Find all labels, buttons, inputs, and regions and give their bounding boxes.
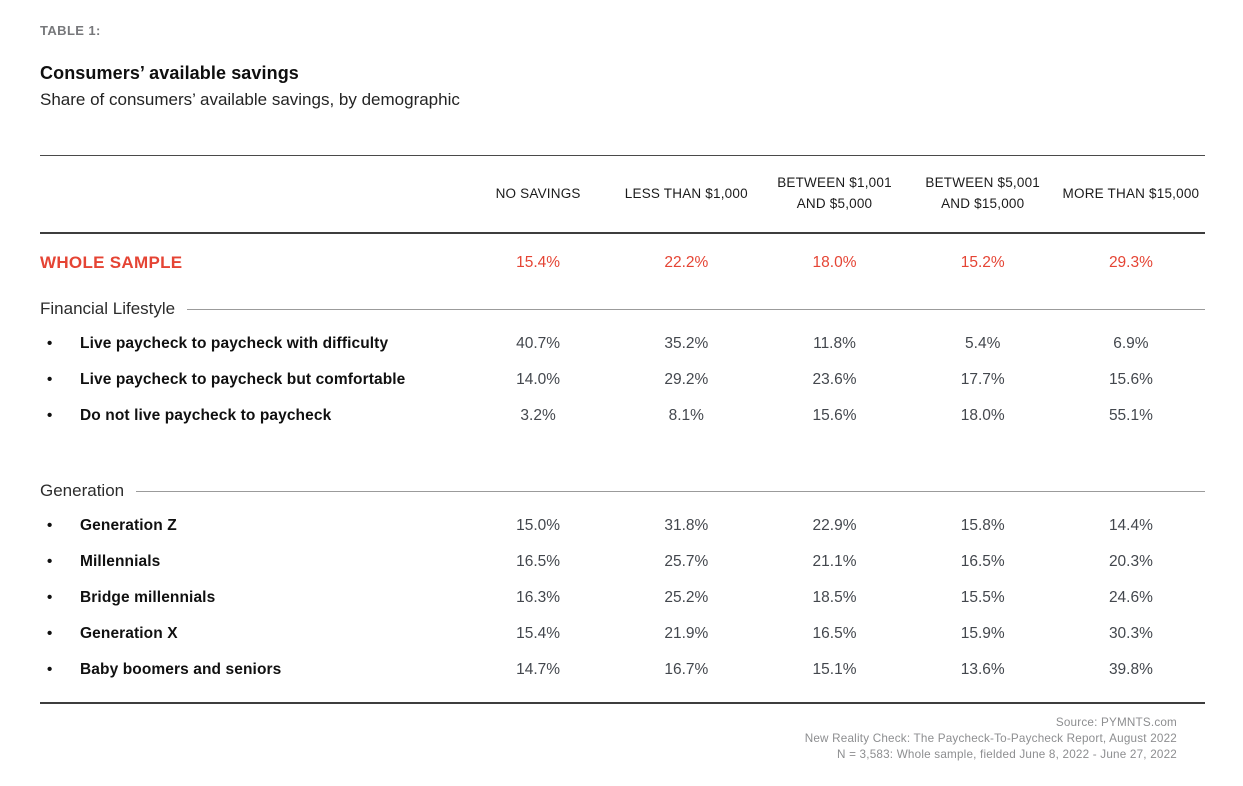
row-value: 55.1% xyxy=(1108,407,1153,424)
column-header-more-than-15000: MORE THAN $15,000 xyxy=(1057,184,1205,205)
report-table-page: TABLE 1: Consumers’ available savings Sh… xyxy=(0,0,1243,763)
column-header-no-savings: NO SAVINGS xyxy=(464,184,612,205)
whole-sample-label: WHOLE SAMPLE xyxy=(40,253,183,272)
column-header-between-5001-15000: BETWEEN $5,001 AND $15,000 xyxy=(909,173,1057,215)
whole-sample-value: 15.4% xyxy=(516,254,561,271)
section-heading-label: Financial Lifestyle xyxy=(40,299,176,318)
row-value: 16.5% xyxy=(516,553,561,570)
row-value: 8.1% xyxy=(668,407,704,424)
row-label: Live paycheck to paycheck but comfortabl… xyxy=(40,371,464,389)
column-header-between-1001-5000: BETWEEN $1,001 AND $5,000 xyxy=(760,173,908,215)
row-value: 6.9% xyxy=(1113,335,1149,352)
row-value: 29.2% xyxy=(664,371,709,388)
row-value: 21.9% xyxy=(664,625,709,642)
row-value: 15.1% xyxy=(812,661,857,678)
table-row: Generation Z 15.0% 31.8% 22.9% 15.8% 14.… xyxy=(40,508,1205,544)
table-number-kicker: TABLE 1: xyxy=(40,23,101,38)
row-value: 16.3% xyxy=(516,589,561,606)
table-header-row: NO SAVINGS LESS THAN $1,000 BETWEEN $1,0… xyxy=(40,156,1205,234)
table-row: Live paycheck to paycheck but comfortabl… xyxy=(40,362,1205,398)
row-value: 24.6% xyxy=(1108,589,1153,606)
whole-sample-value: 15.2% xyxy=(960,254,1005,271)
row-value: 14.7% xyxy=(516,661,561,678)
column-header-label: BETWEEN $1,001 AND $5,000 xyxy=(777,175,892,211)
row-value: 11.8% xyxy=(813,335,856,352)
row-value: 20.3% xyxy=(1108,553,1153,570)
row-value: 15.8% xyxy=(960,517,1005,534)
row-value: 21.1% xyxy=(812,553,857,570)
section-heading-divider xyxy=(187,308,1205,310)
row-value: 40.7% xyxy=(516,335,561,352)
table-row: Live paycheck to paycheck with difficult… xyxy=(40,326,1205,362)
row-value: 22.9% xyxy=(812,517,857,534)
row-value: 16.7% xyxy=(664,661,709,678)
whole-sample-value: 22.2% xyxy=(664,254,709,271)
row-value: 5.4% xyxy=(965,335,1001,352)
row-value: 16.5% xyxy=(960,553,1005,570)
column-header-label: MORE THAN $15,000 xyxy=(1062,185,1200,201)
row-label: Do not live paycheck to paycheck xyxy=(40,407,464,425)
table-row: Do not live paycheck to paycheck 3.2% 8.… xyxy=(40,398,1205,434)
section-heading-generation: Generation xyxy=(40,474,1205,508)
source-line: New Reality Check: The Paycheck-To-Paych… xyxy=(804,732,1177,745)
row-value: 39.8% xyxy=(1108,661,1153,678)
row-value: 13.6% xyxy=(960,661,1005,678)
row-value: 35.2% xyxy=(664,335,709,352)
row-label: Generation Z xyxy=(40,517,464,535)
whole-sample-row: WHOLE SAMPLE 15.4% 22.2% 18.0% 15.2% 29.… xyxy=(40,234,1205,292)
row-label: Live paycheck to paycheck with difficult… xyxy=(40,335,464,353)
column-header-label: NO SAVINGS xyxy=(495,185,581,201)
row-value: 16.5% xyxy=(812,625,857,642)
section-heading-financial-lifestyle: Financial Lifestyle xyxy=(40,292,1205,326)
row-value: 15.5% xyxy=(960,589,1005,606)
row-value: 15.4% xyxy=(516,625,561,642)
row-label: Bridge millennials xyxy=(40,589,464,607)
row-value: 25.7% xyxy=(664,553,709,570)
savings-table: NO SAVINGS LESS THAN $1,000 BETWEEN $1,0… xyxy=(40,155,1205,704)
row-value: 14.4% xyxy=(1108,517,1153,534)
row-value: 15.6% xyxy=(1108,371,1153,388)
source-line: Source: PYMNTS.com xyxy=(1055,716,1177,729)
row-value: 3.2% xyxy=(520,407,556,424)
row-value: 25.2% xyxy=(664,589,709,606)
section-heading-divider xyxy=(136,490,1205,492)
row-value: 17.7% xyxy=(960,371,1005,388)
row-value: 14.0% xyxy=(516,371,561,388)
column-header-less-than-1000: LESS THAN $1,000 xyxy=(612,184,760,205)
row-label: Millennials xyxy=(40,553,464,571)
row-value: 15.9% xyxy=(960,625,1005,642)
column-header-label: BETWEEN $5,001 AND $15,000 xyxy=(925,175,1040,211)
table-row: Bridge millennials 16.3% 25.2% 18.5% 15.… xyxy=(40,580,1205,616)
row-value: 30.3% xyxy=(1108,625,1153,642)
row-value: 31.8% xyxy=(664,517,709,534)
table-row: Baby boomers and seniors 14.7% 16.7% 15.… xyxy=(40,652,1205,688)
row-label: Generation X xyxy=(40,625,464,643)
section-heading-label: Generation xyxy=(40,481,125,500)
whole-sample-value: 29.3% xyxy=(1108,254,1153,271)
row-value: 15.0% xyxy=(516,517,561,534)
table-row: Millennials 16.5% 25.7% 21.1% 16.5% 20.3… xyxy=(40,544,1205,580)
column-header-label: LESS THAN $1,000 xyxy=(624,185,748,201)
source-line: N = 3,583: Whole sample, fielded June 8,… xyxy=(837,748,1177,761)
page-title: Consumers’ available savings xyxy=(40,63,299,83)
table-row: Generation X 15.4% 21.9% 16.5% 15.9% 30.… xyxy=(40,616,1205,652)
whole-sample-value: 18.0% xyxy=(812,254,857,271)
row-value: 18.5% xyxy=(812,589,857,606)
row-label: Baby boomers and seniors xyxy=(40,661,464,679)
page-subtitle: Share of consumers’ available savings, b… xyxy=(40,90,460,109)
row-value: 18.0% xyxy=(960,407,1005,424)
row-value: 23.6% xyxy=(812,371,857,388)
row-value: 15.6% xyxy=(812,407,857,424)
source-note: Source: PYMNTS.com New Reality Check: Th… xyxy=(40,715,1205,763)
